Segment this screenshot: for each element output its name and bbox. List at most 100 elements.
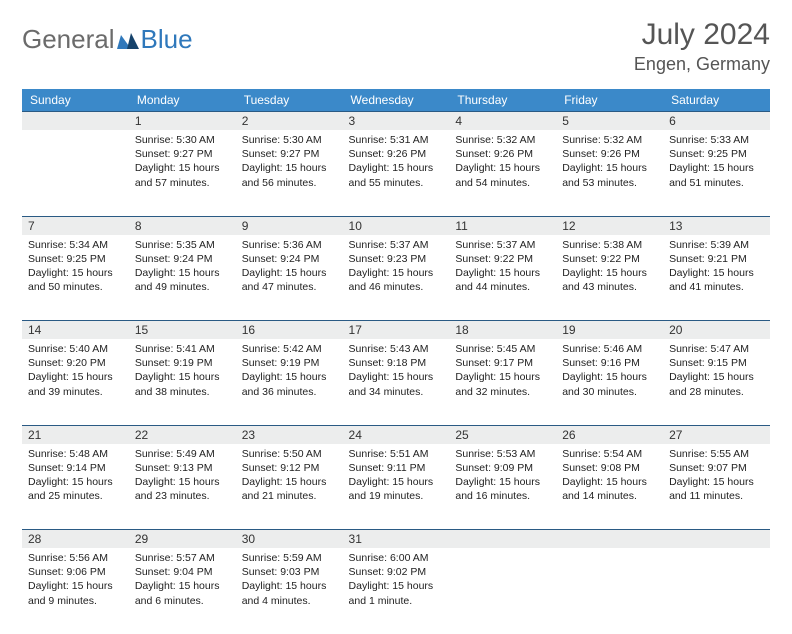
day-cell-body: Sunrise: 5:39 AMSunset: 9:21 PMDaylight:… — [663, 235, 770, 301]
sunrise-text: Sunrise: 5:57 AM — [135, 551, 230, 565]
daylight-text: Daylight: 15 hours and 32 minutes. — [455, 370, 550, 398]
daylight-text: Daylight: 15 hours and 19 minutes. — [349, 475, 444, 503]
day-cell-body — [663, 548, 770, 557]
day-cell-body: Sunrise: 5:42 AMSunset: 9:19 PMDaylight:… — [236, 339, 343, 405]
weekday-header: Tuesday — [236, 89, 343, 112]
sunrise-text: Sunrise: 5:53 AM — [455, 447, 550, 461]
sunset-text: Sunset: 9:09 PM — [455, 461, 550, 475]
sunrise-text: Sunrise: 5:34 AM — [28, 238, 123, 252]
day-number-cell — [556, 530, 663, 549]
sunrise-text: Sunrise: 6:00 AM — [349, 551, 444, 565]
day-cell: Sunrise: 5:57 AMSunset: 9:04 PMDaylight:… — [129, 548, 236, 634]
day-cell: Sunrise: 5:30 AMSunset: 9:27 PMDaylight:… — [129, 130, 236, 216]
day-number-cell: 26 — [556, 425, 663, 444]
day-number-cell: 10 — [343, 216, 450, 235]
header: General Blue July 2024 Engen, Germany — [22, 18, 770, 75]
day-cell: Sunrise: 5:45 AMSunset: 9:17 PMDaylight:… — [449, 339, 556, 425]
sunrise-text: Sunrise: 5:41 AM — [135, 342, 230, 356]
day-number-row: 14151617181920 — [22, 321, 770, 340]
day-cell: Sunrise: 5:59 AMSunset: 9:03 PMDaylight:… — [236, 548, 343, 634]
sunrise-text: Sunrise: 5:55 AM — [669, 447, 764, 461]
day-number-cell: 17 — [343, 321, 450, 340]
daylight-text: Daylight: 15 hours and 1 minute. — [349, 579, 444, 607]
sunset-text: Sunset: 9:23 PM — [349, 252, 444, 266]
daylight-text: Daylight: 15 hours and 28 minutes. — [669, 370, 764, 398]
arrow-icon — [117, 31, 139, 49]
sunrise-text: Sunrise: 5:33 AM — [669, 133, 764, 147]
sunrise-text: Sunrise: 5:49 AM — [135, 447, 230, 461]
day-cell-body: Sunrise: 5:59 AMSunset: 9:03 PMDaylight:… — [236, 548, 343, 614]
day-cell-body: Sunrise: 5:38 AMSunset: 9:22 PMDaylight:… — [556, 235, 663, 301]
day-cell: Sunrise: 5:42 AMSunset: 9:19 PMDaylight:… — [236, 339, 343, 425]
day-cell: Sunrise: 5:47 AMSunset: 9:15 PMDaylight:… — [663, 339, 770, 425]
day-body-row: Sunrise: 5:48 AMSunset: 9:14 PMDaylight:… — [22, 444, 770, 530]
day-cell: Sunrise: 5:49 AMSunset: 9:13 PMDaylight:… — [129, 444, 236, 530]
day-cell: Sunrise: 5:32 AMSunset: 9:26 PMDaylight:… — [556, 130, 663, 216]
day-cell: Sunrise: 5:54 AMSunset: 9:08 PMDaylight:… — [556, 444, 663, 530]
day-number-cell: 11 — [449, 216, 556, 235]
sunrise-text: Sunrise: 5:56 AM — [28, 551, 123, 565]
day-number-cell — [663, 530, 770, 549]
day-number-cell: 18 — [449, 321, 556, 340]
day-cell: Sunrise: 6:00 AMSunset: 9:02 PMDaylight:… — [343, 548, 450, 634]
day-cell-body: Sunrise: 5:35 AMSunset: 9:24 PMDaylight:… — [129, 235, 236, 301]
sunset-text: Sunset: 9:26 PM — [349, 147, 444, 161]
day-cell: Sunrise: 5:51 AMSunset: 9:11 PMDaylight:… — [343, 444, 450, 530]
day-cell: Sunrise: 5:48 AMSunset: 9:14 PMDaylight:… — [22, 444, 129, 530]
day-body-row: Sunrise: 5:34 AMSunset: 9:25 PMDaylight:… — [22, 235, 770, 321]
day-cell-body: Sunrise: 5:53 AMSunset: 9:09 PMDaylight:… — [449, 444, 556, 510]
sunset-text: Sunset: 9:26 PM — [562, 147, 657, 161]
day-cell-body: Sunrise: 5:55 AMSunset: 9:07 PMDaylight:… — [663, 444, 770, 510]
day-number-cell: 28 — [22, 530, 129, 549]
sunrise-text: Sunrise: 5:40 AM — [28, 342, 123, 356]
day-cell-body: Sunrise: 5:32 AMSunset: 9:26 PMDaylight:… — [556, 130, 663, 196]
sunset-text: Sunset: 9:21 PM — [669, 252, 764, 266]
day-number-cell: 9 — [236, 216, 343, 235]
daylight-text: Daylight: 15 hours and 57 minutes. — [135, 161, 230, 189]
daylight-text: Daylight: 15 hours and 9 minutes. — [28, 579, 123, 607]
day-cell: Sunrise: 5:31 AMSunset: 9:26 PMDaylight:… — [343, 130, 450, 216]
day-number-cell: 15 — [129, 321, 236, 340]
day-cell-body: Sunrise: 5:31 AMSunset: 9:26 PMDaylight:… — [343, 130, 450, 196]
day-number-cell: 3 — [343, 112, 450, 131]
day-cell — [22, 130, 129, 216]
day-cell: Sunrise: 5:37 AMSunset: 9:22 PMDaylight:… — [449, 235, 556, 321]
day-cell-body: Sunrise: 6:00 AMSunset: 9:02 PMDaylight:… — [343, 548, 450, 614]
sunrise-text: Sunrise: 5:54 AM — [562, 447, 657, 461]
day-number-cell: 21 — [22, 425, 129, 444]
sunset-text: Sunset: 9:13 PM — [135, 461, 230, 475]
sunset-text: Sunset: 9:06 PM — [28, 565, 123, 579]
weekday-header: Wednesday — [343, 89, 450, 112]
day-cell: Sunrise: 5:30 AMSunset: 9:27 PMDaylight:… — [236, 130, 343, 216]
day-number-cell: 2 — [236, 112, 343, 131]
day-number-cell — [449, 530, 556, 549]
sunset-text: Sunset: 9:19 PM — [135, 356, 230, 370]
daylight-text: Daylight: 15 hours and 54 minutes. — [455, 161, 550, 189]
day-cell: Sunrise: 5:38 AMSunset: 9:22 PMDaylight:… — [556, 235, 663, 321]
location-subtitle: Engen, Germany — [634, 54, 770, 75]
day-cell-body: Sunrise: 5:47 AMSunset: 9:15 PMDaylight:… — [663, 339, 770, 405]
daylight-text: Daylight: 15 hours and 41 minutes. — [669, 266, 764, 294]
daylight-text: Daylight: 15 hours and 30 minutes. — [562, 370, 657, 398]
daylight-text: Daylight: 15 hours and 6 minutes. — [135, 579, 230, 607]
weekday-header: Monday — [129, 89, 236, 112]
day-cell: Sunrise: 5:50 AMSunset: 9:12 PMDaylight:… — [236, 444, 343, 530]
sunset-text: Sunset: 9:03 PM — [242, 565, 337, 579]
day-cell: Sunrise: 5:36 AMSunset: 9:24 PMDaylight:… — [236, 235, 343, 321]
day-cell-body: Sunrise: 5:37 AMSunset: 9:22 PMDaylight:… — [449, 235, 556, 301]
day-cell-body: Sunrise: 5:30 AMSunset: 9:27 PMDaylight:… — [236, 130, 343, 196]
day-number-cell: 27 — [663, 425, 770, 444]
sunset-text: Sunset: 9:11 PM — [349, 461, 444, 475]
day-cell-body: Sunrise: 5:46 AMSunset: 9:16 PMDaylight:… — [556, 339, 663, 405]
day-number-cell: 1 — [129, 112, 236, 131]
daylight-text: Daylight: 15 hours and 25 minutes. — [28, 475, 123, 503]
day-number-cell: 30 — [236, 530, 343, 549]
day-number-cell: 19 — [556, 321, 663, 340]
day-number-cell: 7 — [22, 216, 129, 235]
sunrise-text: Sunrise: 5:32 AM — [562, 133, 657, 147]
day-cell-body — [449, 548, 556, 557]
day-cell — [663, 548, 770, 634]
day-number-row: 21222324252627 — [22, 425, 770, 444]
day-cell: Sunrise: 5:56 AMSunset: 9:06 PMDaylight:… — [22, 548, 129, 634]
day-cell: Sunrise: 5:53 AMSunset: 9:09 PMDaylight:… — [449, 444, 556, 530]
